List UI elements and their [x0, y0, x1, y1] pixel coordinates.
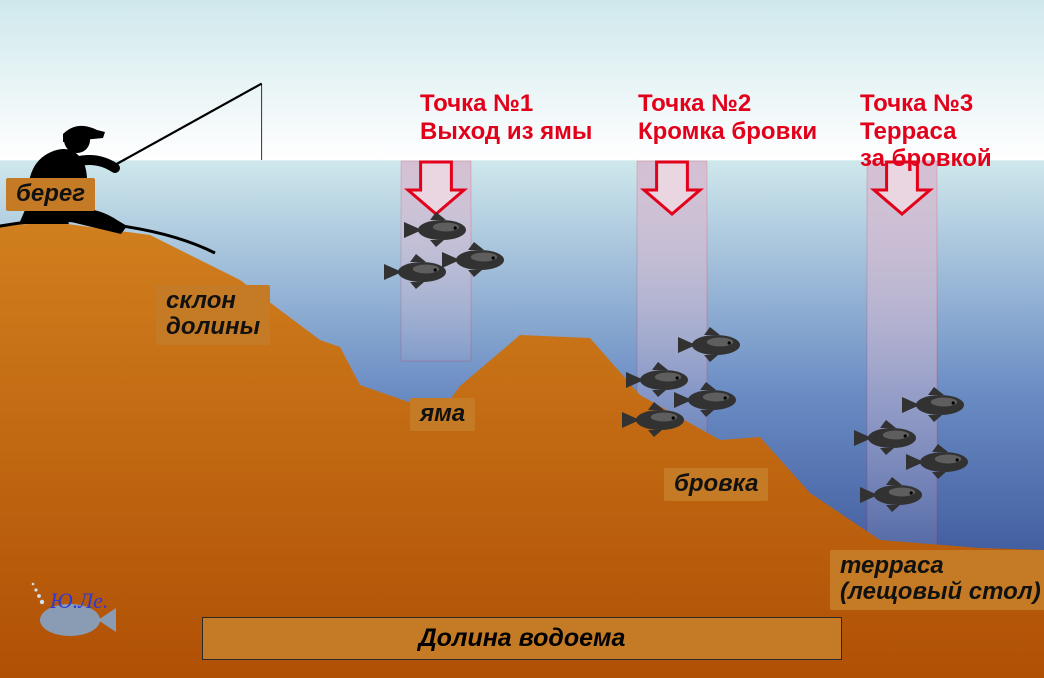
terrain-label-4: терраса (лещовый стол) — [830, 550, 1044, 610]
terrain-label-2: яма — [410, 398, 475, 431]
point-title-1: Точка №1 Выход из ямы — [420, 90, 592, 145]
terrain-label-1: склон долины — [156, 285, 270, 345]
title-bar: Долина водоема — [202, 617, 842, 660]
terrain-label-3: бровка — [664, 468, 768, 501]
terrain-label-0: берег — [6, 178, 95, 211]
diagram-stage: Точка №1 Выход из ямы Точка №2 Кромка бро… — [0, 0, 1044, 678]
point-title-3: Точка №3 Терраса за бровкой — [860, 90, 992, 173]
watermark-text: Ю.Ле. — [50, 588, 108, 614]
point-title-2: Точка №2 Кромка бровки — [638, 90, 817, 145]
